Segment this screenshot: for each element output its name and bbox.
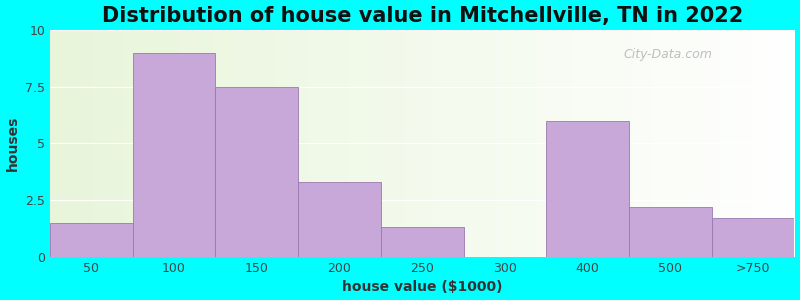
Title: Distribution of house value in Mitchellville, TN in 2022: Distribution of house value in Mitchellv… <box>102 6 743 26</box>
Bar <box>381 227 463 257</box>
Bar <box>298 182 381 257</box>
Bar <box>546 121 629 257</box>
Text: City-Data.com: City-Data.com <box>623 48 712 61</box>
Bar <box>50 223 133 257</box>
Bar <box>133 52 215 257</box>
X-axis label: house value ($1000): house value ($1000) <box>342 280 502 294</box>
Bar <box>215 87 298 257</box>
Bar <box>712 218 794 257</box>
Y-axis label: houses: houses <box>6 116 19 171</box>
Bar <box>629 207 712 257</box>
